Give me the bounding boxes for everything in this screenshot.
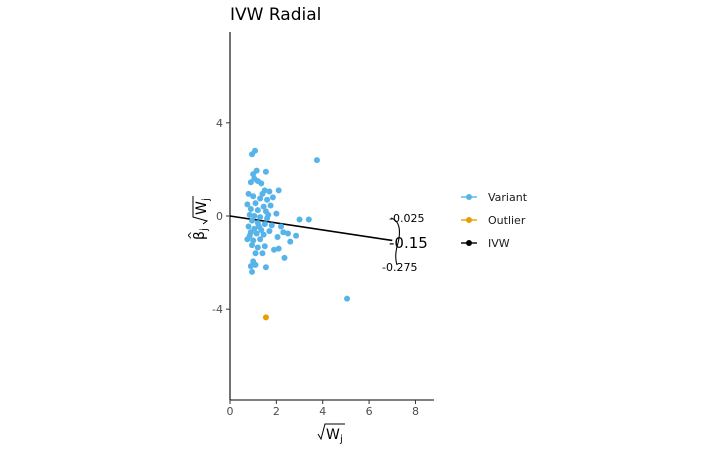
- svg-text:W: W: [194, 201, 210, 215]
- svg-text:j: j: [201, 198, 212, 202]
- legend-label: IVW: [488, 237, 510, 250]
- legend-item-outlier: Outlier: [461, 214, 526, 227]
- variant-point: [259, 190, 266, 197]
- variant-point: [264, 196, 271, 203]
- y-tick-label: 4: [216, 117, 223, 130]
- variant-point: [266, 188, 273, 195]
- legend-key-point: [466, 194, 472, 200]
- variant-point: [275, 245, 282, 252]
- variant-point: [245, 223, 252, 230]
- svg-text:j: j: [339, 434, 343, 445]
- variant-point: [250, 237, 257, 244]
- variant-point: [246, 232, 253, 239]
- variant-point: [262, 264, 269, 271]
- svg-text:j: j: [199, 228, 210, 232]
- x-tick-label: 4: [319, 405, 326, 418]
- y-tick-label: 0: [216, 210, 223, 223]
- variant-point: [266, 228, 273, 235]
- variant-point: [251, 213, 258, 219]
- variant-point: [293, 232, 300, 239]
- variant-point: [260, 203, 267, 210]
- ivw-annotation-label: -0.275: [382, 261, 417, 274]
- variant-point: [249, 268, 256, 275]
- svg-text:β: β: [192, 231, 208, 240]
- ivw-annotation-arc: [390, 217, 400, 266]
- variant-point: [249, 242, 256, 249]
- variant-point: [246, 211, 253, 218]
- variant-point: [245, 190, 252, 197]
- variant-point: [261, 243, 268, 250]
- variant-point: [275, 187, 282, 194]
- legend-item-ivw: IVW: [461, 237, 510, 250]
- x-axis-title: W j: [317, 423, 345, 445]
- variant-point: [305, 216, 312, 223]
- variant-point: [252, 200, 259, 207]
- variant-point: [249, 151, 256, 158]
- variant-point: [247, 263, 254, 270]
- variant-point: [255, 223, 262, 230]
- y-axis-title: β ^ j W j: [186, 196, 212, 240]
- chart-title: IVW Radial: [230, 5, 321, 25]
- variant-point: [262, 168, 269, 175]
- x-tick-label: 2: [273, 405, 280, 418]
- variant-point: [250, 193, 257, 200]
- outlier-point: [262, 314, 269, 321]
- variant-point: [250, 171, 257, 178]
- variant-point: [281, 254, 288, 261]
- variant-point: [296, 216, 303, 223]
- variant-point: [274, 233, 281, 240]
- variant-point: [259, 250, 266, 257]
- variant-point: [287, 238, 294, 245]
- legend-key-point: [466, 240, 472, 246]
- ivw-annotation-label: -0.15: [389, 234, 428, 252]
- variant-point: [273, 210, 280, 217]
- legend-item-variant: Variant: [461, 191, 528, 204]
- variant-point: [247, 206, 254, 213]
- variant-point: [344, 295, 351, 302]
- variant-point: [254, 244, 261, 251]
- x-tick-label: 6: [366, 405, 373, 418]
- y-tick-label: -4: [212, 303, 223, 316]
- variant-point: [280, 229, 287, 236]
- svg-text:W: W: [326, 427, 340, 443]
- variant-point: [257, 195, 264, 202]
- variant-point: [267, 202, 274, 209]
- variant-point: [278, 223, 284, 230]
- variant-point: [253, 230, 260, 237]
- variant-point: [249, 217, 256, 224]
- variant-point: [269, 194, 276, 201]
- variant-point: [268, 222, 275, 229]
- variant-point: [247, 179, 254, 186]
- x-tick-label: 0: [227, 405, 234, 418]
- legend-key-point: [466, 217, 472, 223]
- variant-point: [257, 236, 264, 243]
- legend-label: Variant: [488, 191, 528, 204]
- plot-panel: 0 2 4 6 8 -4 0 4 -0.025 -0.15 -0.275: [212, 32, 434, 418]
- variant-point: [257, 214, 264, 221]
- variant-point: [261, 221, 268, 228]
- legend: Variant Outlier IVW: [461, 191, 528, 250]
- variant-point: [271, 246, 278, 253]
- variant-point: [265, 211, 272, 218]
- variant-point: [260, 231, 267, 238]
- variant-point: [313, 157, 320, 164]
- variant-point: [258, 180, 265, 187]
- legend-label: Outlier: [488, 214, 526, 227]
- svg-text:^: ^: [186, 231, 199, 240]
- ivw-line: [229, 215, 393, 242]
- variant-point: [244, 201, 251, 208]
- variant-point: [252, 261, 259, 268]
- x-tick-label: 8: [412, 405, 419, 418]
- variant-point: [254, 207, 261, 214]
- variant-point: [284, 230, 291, 237]
- variant-point: [252, 250, 259, 257]
- ivw-annotation-label: -0.025: [389, 212, 424, 225]
